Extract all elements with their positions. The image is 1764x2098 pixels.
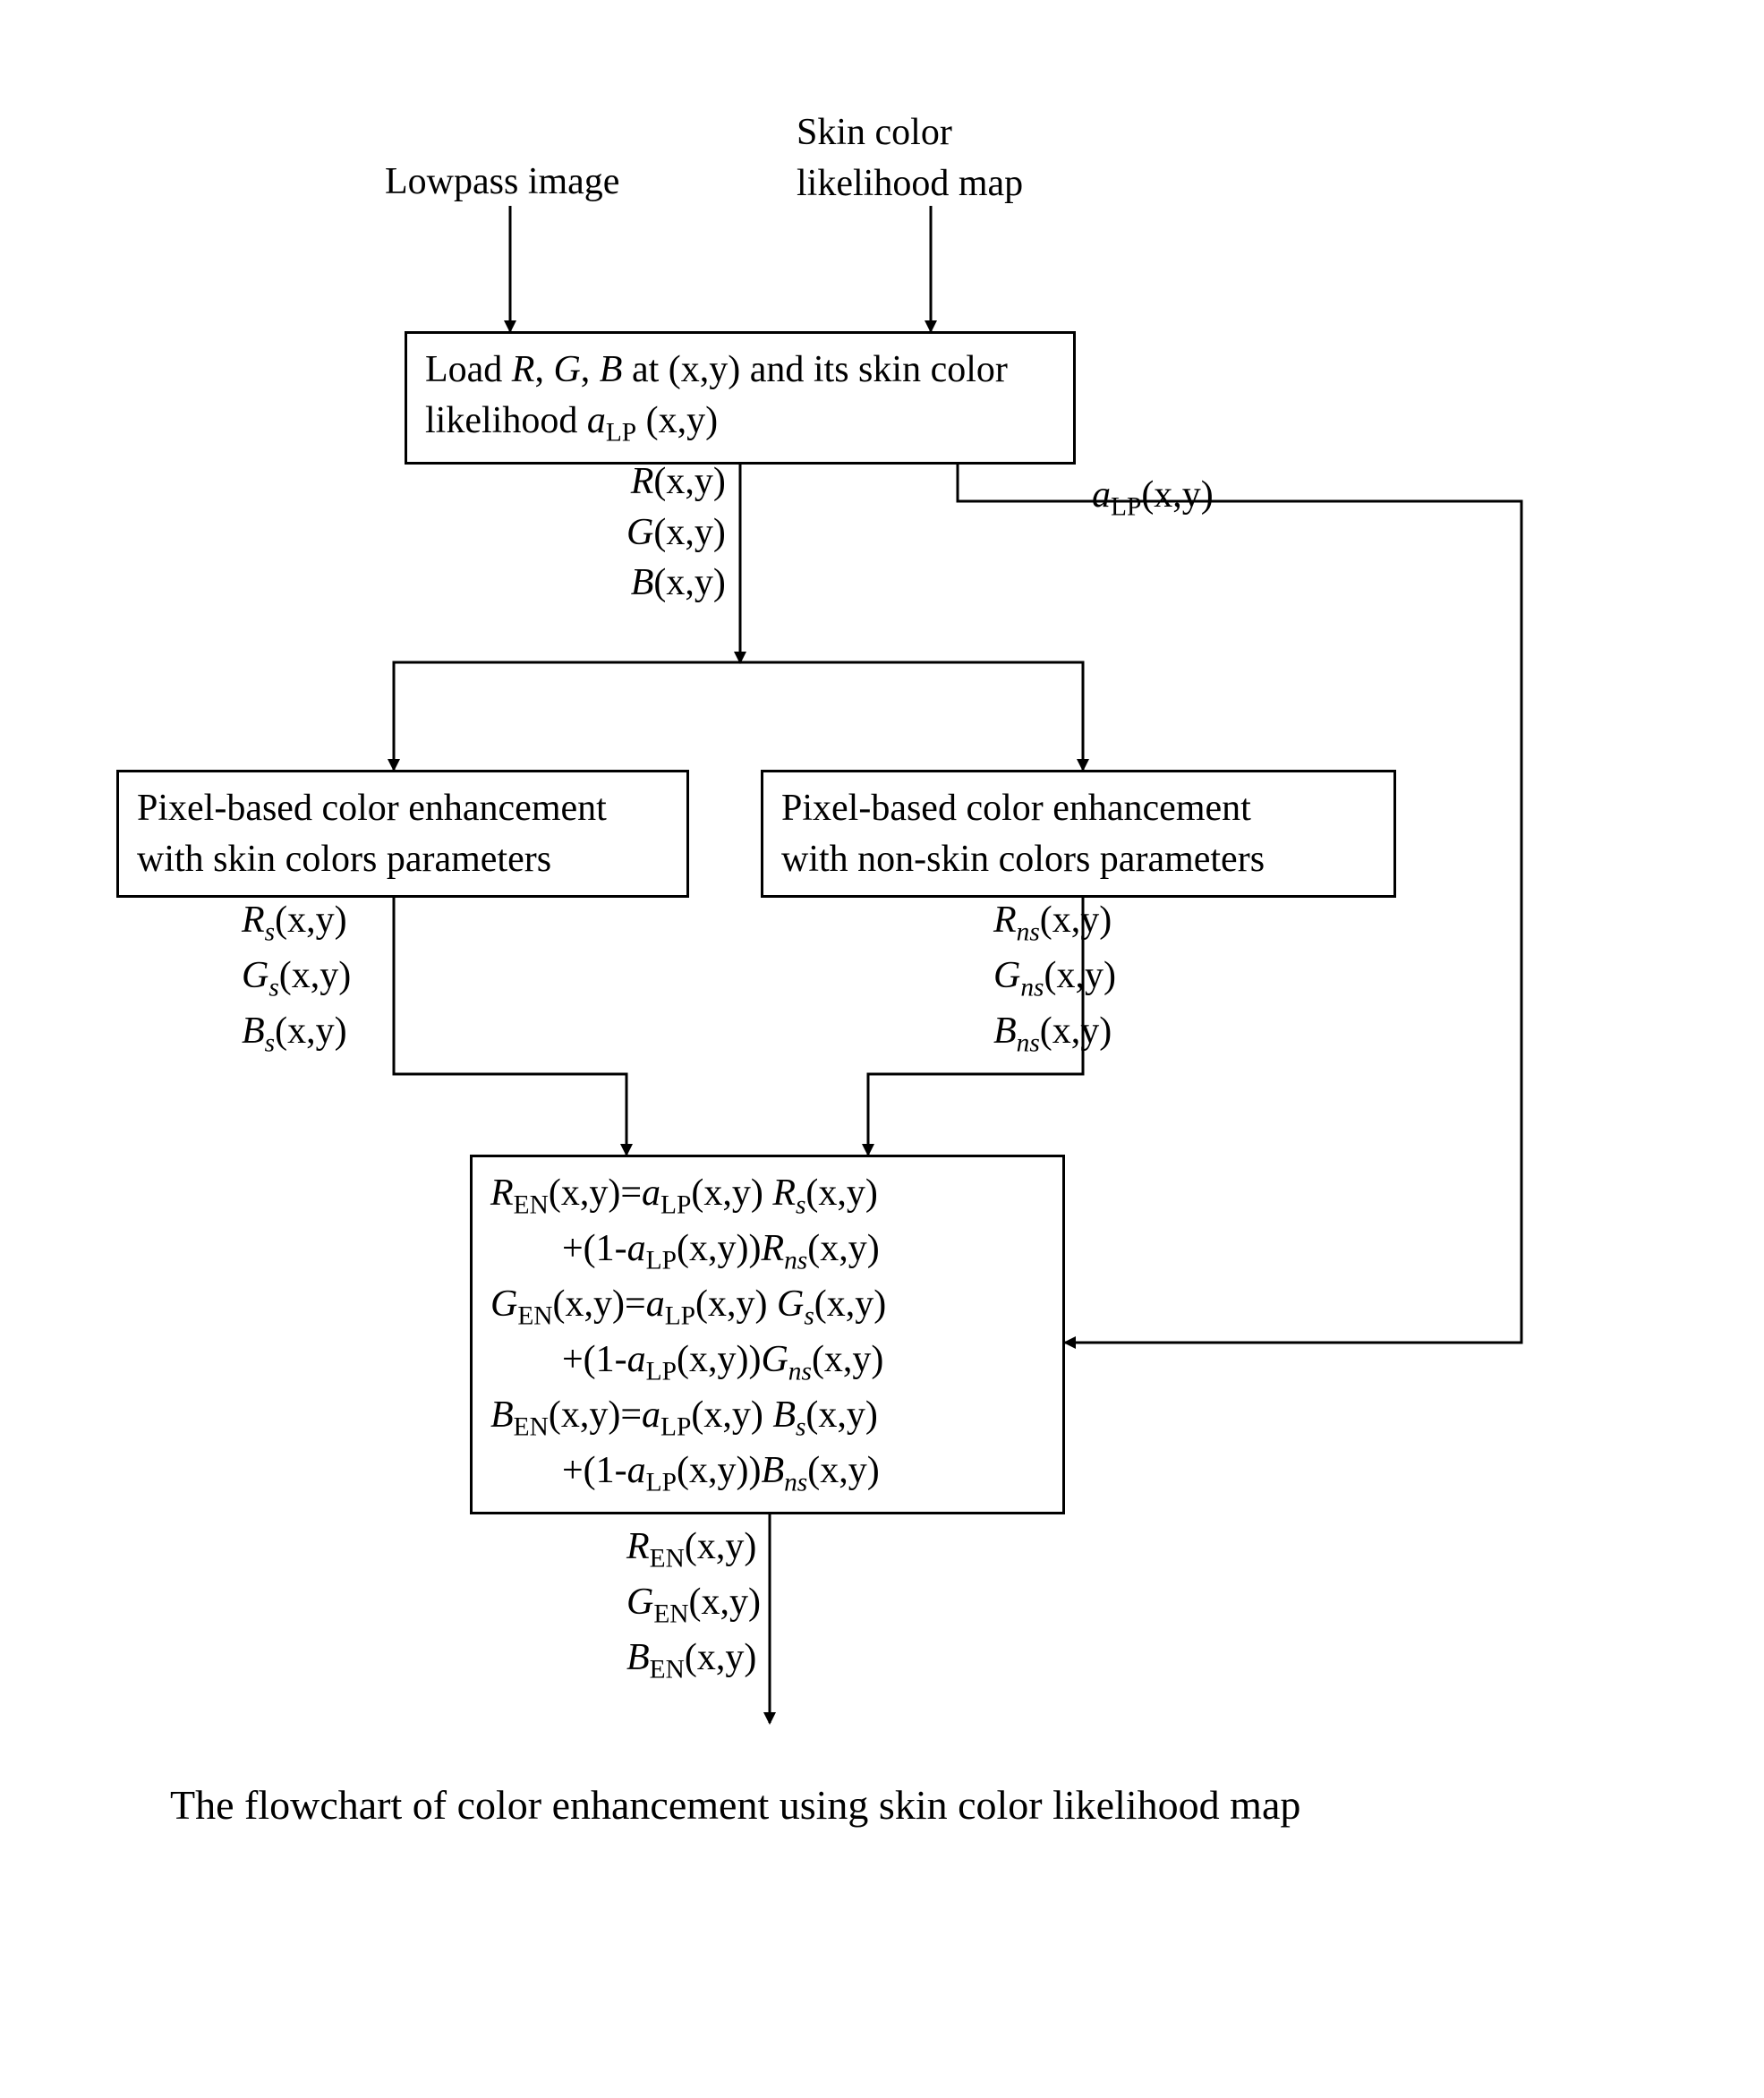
- input-label-skinmap: Skin color likelihood map: [797, 107, 1023, 209]
- rgb-s-edge-label: Rs(x,y) Gs(x,y) Bs(x,y): [242, 895, 351, 1062]
- input-label-lowpass: Lowpass image: [385, 157, 619, 208]
- equation-box: REN(x,y)=aLP(x,y) Rs(x,y) +(1-aLP(x,y))R…: [470, 1155, 1065, 1514]
- rgb-en-edge-label: REN(x,y) GEN(x,y) BEN(x,y): [626, 1522, 761, 1688]
- alp-edge-label: aLP(x,y): [1092, 470, 1214, 525]
- arrow-skin-down: [394, 883, 626, 1155]
- rgb-ns-edge-label: Rns(x,y) Gns(x,y) Bns(x,y): [993, 895, 1116, 1062]
- load-box: Load R, G, B at (x,y) and its skin color…: [405, 331, 1076, 465]
- arrow-split-right: [740, 662, 1083, 770]
- rgb-edge-label: R(x,y) G(x,y) B(x,y): [626, 456, 726, 609]
- figure-caption: The flowchart of color enhancement using…: [170, 1781, 1300, 1829]
- skin-enhance-box: Pixel-based color enhancement with skin …: [116, 770, 689, 898]
- nonskin-enhance-box: Pixel-based color enhancement with non-s…: [761, 770, 1396, 898]
- arrow-split-left: [394, 662, 740, 770]
